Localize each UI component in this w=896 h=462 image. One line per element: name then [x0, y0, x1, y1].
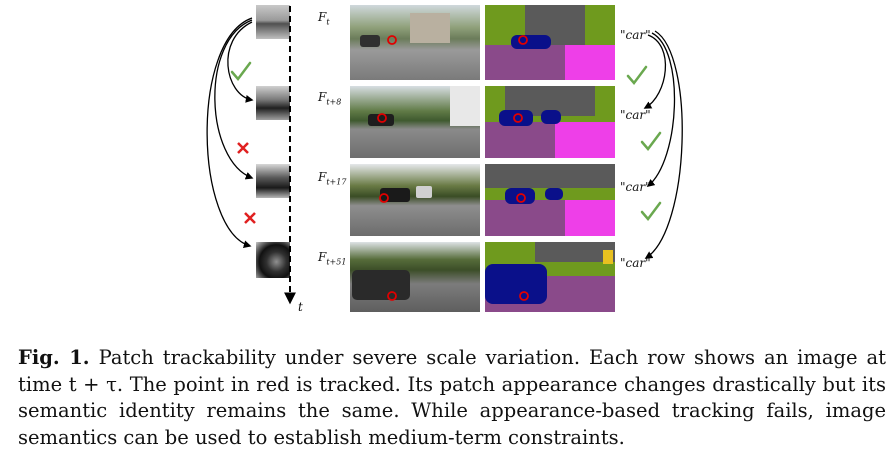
semantic-arrow-3: [644, 30, 683, 259]
seg-frame-1: [485, 5, 615, 80]
caption-label: Fig. 1.: [18, 346, 90, 369]
semantic-check-icon-2: [640, 131, 662, 151]
tracked-point-seg-2: [513, 113, 523, 123]
semantic-check-icon-3: [640, 201, 662, 221]
semantic-check-icon-1: [626, 65, 648, 85]
appearance-arrow-2: [214, 19, 254, 180]
tracked-point-rgb-2: [377, 113, 387, 123]
patch-3: [256, 164, 290, 198]
rgb-frame-2: [350, 86, 480, 158]
figure: Ft Ft+8 Ft+17 Ft+51: [206, 5, 683, 314]
tracked-point-rgb-3: [379, 193, 389, 203]
patch-4: [256, 242, 290, 278]
rgb-frame-4: [350, 242, 480, 312]
patch-1: [256, 5, 290, 39]
figure-caption: Fig. 1. Patch trackability under severe …: [18, 345, 886, 451]
appearance-arrow-3: [206, 17, 253, 248]
rgb-frame-3: [350, 164, 480, 236]
figure-annotations: [206, 6, 683, 305]
tracked-point-rgb-4: [387, 291, 397, 301]
patch-2: [256, 86, 290, 120]
time-axis-label: t: [298, 300, 303, 314]
semantic-label-3: "car": [620, 180, 651, 194]
appearance-check-icon-1: [230, 61, 252, 81]
frame-label-4: Ft+51: [318, 250, 347, 267]
seg-frame-3: [485, 164, 615, 236]
appearance-arrow-1: [227, 21, 254, 103]
frame-label-3: Ft+17: [318, 170, 347, 187]
tracked-point-seg-1: [518, 35, 528, 45]
seg-frame-2: [485, 86, 615, 158]
tracked-point-seg-4: [519, 291, 529, 301]
semantic-label-2: "car": [620, 108, 651, 122]
semantic-label-4: "car": [620, 256, 651, 270]
rgb-frame-1: [350, 5, 480, 80]
frame-label-1: Ft: [318, 10, 330, 27]
seg-frame-4: [485, 242, 615, 312]
tracked-point-rgb-1: [387, 35, 397, 45]
caption-text: Patch trackability under severe scale va…: [18, 346, 886, 449]
frame-label-2: Ft+8: [318, 90, 342, 107]
appearance-cross-icon-2: [237, 142, 249, 154]
semantic-label-1: "car": [620, 28, 651, 42]
appearance-cross-icon-3: [244, 212, 256, 224]
tracked-point-seg-3: [516, 193, 526, 203]
semantic-arrow-1: [643, 34, 667, 109]
semantic-arrow-2: [646, 32, 676, 187]
